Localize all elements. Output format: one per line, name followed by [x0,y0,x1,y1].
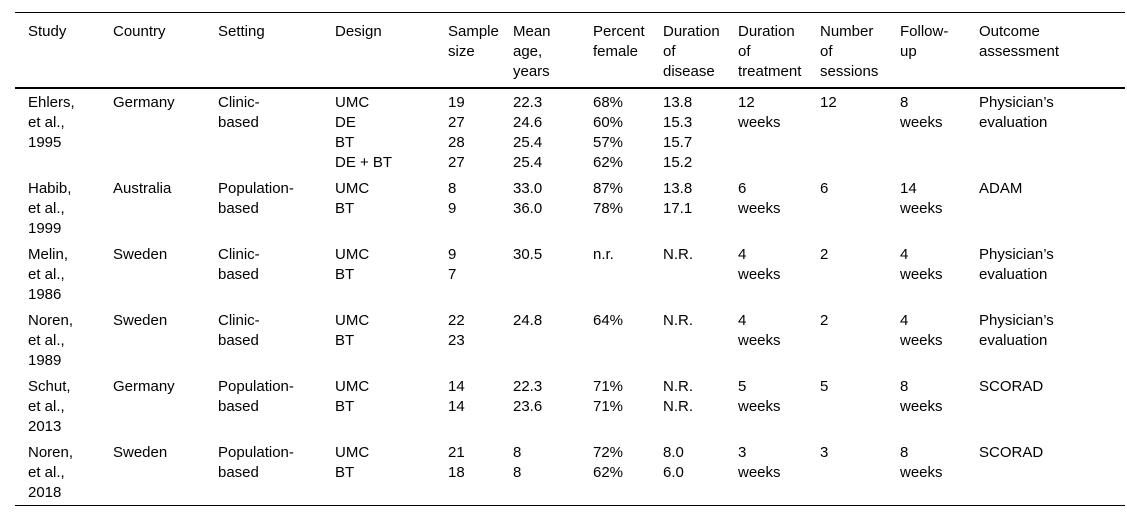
cell-percent-female: 68% 60% 57% 62% [593,94,624,171]
cell-study: Ehlers, et al., 1995 [28,94,75,151]
cell-follow-up: 8 weeks [900,378,943,415]
header-percent-female: Percent female [593,23,645,60]
header-sample-size: Sample size [448,23,499,60]
cell-study: Noren, et al., 2018 [28,444,74,501]
cell-mean-age: 24.8 [513,312,543,329]
cell-design: UMC BT [335,378,370,415]
cell-sample-size: 9 7 [448,246,457,283]
cell-outcome: ADAM [979,180,1023,197]
table-row-melin-1986: Melin, et al., 1986 Sweden Clinic- based… [15,241,1125,307]
cell-study: Melin, et al., 1986 [28,246,69,303]
cell-duration-treatment: 12 weeks [738,94,781,131]
table-row-noren-2018: Noren, et al., 2018 Sweden Population- b… [15,439,1125,506]
cell-number-sessions: 3 [820,444,829,461]
cell-number-sessions: 2 [820,246,829,263]
cell-duration-disease: 13.8 15.3 15.7 15.2 [663,94,693,171]
cell-percent-female: 87% 78% [593,180,624,217]
cell-country: Australia [113,180,172,197]
cell-design: UMC DE BT DE + BT [335,94,393,171]
cell-duration-disease: N.R. [663,246,693,263]
cell-duration-treatment: 6 weeks [738,180,781,217]
cell-follow-up: 8 weeks [900,94,943,131]
cell-outcome: SCORAD [979,378,1044,395]
table-body: Ehlers, et al., 1995 Germany Clinic- bas… [15,88,1125,506]
cell-mean-age: 30.5 [513,246,543,263]
cell-duration-disease: 8.0 6.0 [663,444,684,481]
header-outcome: Outcome assessment [979,23,1060,60]
cell-country: Sweden [113,246,168,263]
cell-duration-treatment: 4 weeks [738,312,781,349]
cell-setting: Population- based [218,378,294,415]
cell-setting: Clinic- based [218,246,260,283]
cell-country: Sweden [113,312,168,329]
cell-country: Sweden [113,444,168,461]
cell-mean-age: 33.0 36.0 [513,180,543,217]
cell-outcome: SCORAD [979,444,1044,461]
header-study: Study [28,23,67,40]
header-setting: Setting [218,23,265,40]
cell-design: UMC BT [335,246,370,283]
cell-number-sessions: 2 [820,312,829,329]
header-duration-disease: Duration of disease [663,23,720,80]
cell-sample-size: 22 23 [448,312,465,349]
cell-duration-treatment: 4 weeks [738,246,781,283]
header-mean-age: Mean age, years [513,23,551,80]
table-row-schut-2013: Schut, et al., 2013 Germany Population- … [15,373,1125,439]
cell-outcome: Physician’s evaluation [979,94,1054,131]
header-number-sessions: Number of sessions [820,23,879,80]
cell-follow-up: 4 weeks [900,246,943,283]
header-row: Study Country Setting Design Sample size… [15,13,1125,88]
cell-percent-female: n.r. [593,246,614,263]
cell-follow-up: 8 weeks [900,444,943,481]
cell-study: Noren, et al., 1989 [28,312,74,369]
table-row-habib-1999: Habib, et al., 1999 Australia Population… [15,175,1125,241]
cell-follow-up: 14 weeks [900,180,943,217]
cell-duration-disease: 13.8 17.1 [663,180,693,217]
cell-setting: Population- based [218,444,294,481]
cell-setting: Clinic- based [218,94,260,131]
cell-mean-age: 22.3 23.6 [513,378,543,415]
cell-design: UMC BT [335,180,370,217]
cell-sample-size: 8 9 [448,180,457,217]
header-design: Design [335,23,382,40]
cell-percent-female: 64% [593,312,624,329]
cell-mean-age: 22.3 24.6 25.4 25.4 [513,94,543,171]
header-duration-treatment: Duration of treatment [738,23,802,80]
cell-percent-female: 71% 71% [593,378,624,415]
cell-duration-disease: N.R. N.R. [663,378,693,415]
cell-sample-size: 14 14 [448,378,465,415]
cell-duration-treatment: 5 weeks [738,378,781,415]
cell-outcome: Physician’s evaluation [979,312,1054,349]
study-characteristics-table: Study Country Setting Design Sample size… [15,12,1125,506]
cell-sample-size: 19 27 28 27 [448,94,465,171]
table-row-ehlers-1995: Ehlers, et al., 1995 Germany Clinic- bas… [15,88,1125,175]
cell-design: UMC BT [335,444,370,481]
cell-country: Germany [113,378,175,395]
cell-setting: Population- based [218,180,294,217]
header-follow-up: Follow- up [900,23,949,60]
cell-number-sessions: 6 [820,180,829,197]
cell-outcome: Physician’s evaluation [979,246,1054,283]
cell-duration-disease: N.R. [663,312,693,329]
cell-study: Habib, et al., 1999 [28,180,72,237]
cell-country: Germany [113,94,175,111]
cell-mean-age: 8 8 [513,444,522,481]
cell-percent-female: 72% 62% [593,444,624,481]
table-header: Study Country Setting Design Sample size… [15,13,1125,88]
cell-design: UMC BT [335,312,370,349]
cell-follow-up: 4 weeks [900,312,943,349]
header-country: Country [113,23,166,40]
cell-number-sessions: 12 [820,94,837,111]
cell-sample-size: 21 18 [448,444,465,481]
cell-duration-treatment: 3 weeks [738,444,781,481]
table-row-noren-1989: Noren, et al., 1989 Sweden Clinic- based… [15,307,1125,373]
cell-number-sessions: 5 [820,378,829,395]
cell-study: Schut, et al., 2013 [28,378,71,435]
cell-setting: Clinic- based [218,312,260,349]
